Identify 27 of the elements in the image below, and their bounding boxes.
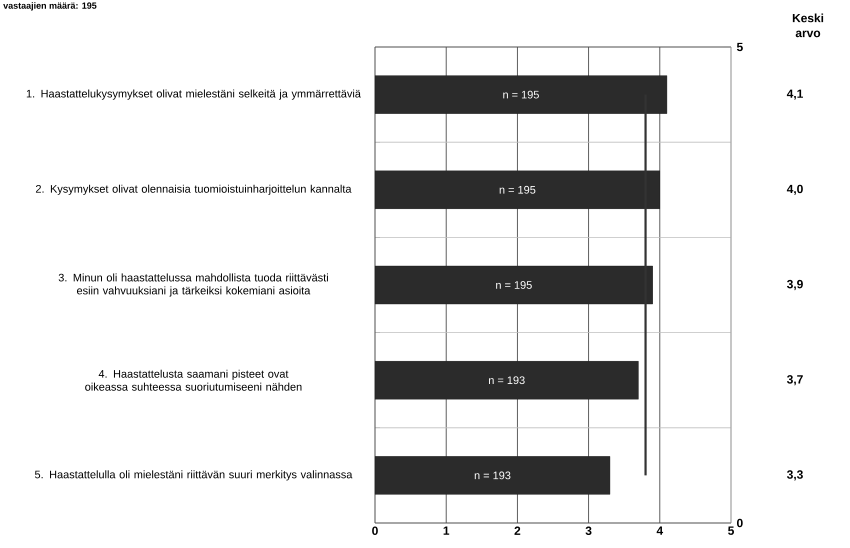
y2-tick-label: 0 <box>737 518 743 528</box>
annotation: n = 193 <box>489 376 525 384</box>
annotation: n = 193 <box>474 472 510 480</box>
x-tick-label: 3 <box>586 526 592 536</box>
data-label: 4,0 <box>786 184 803 195</box>
x-tick-label: 4 <box>656 526 664 535</box>
annotation: n = 195 <box>496 281 532 289</box>
y-tick-label: 2. Kysymykset olivat olennaisia tuomioistuinharjoittelun kannalta <box>36 184 352 195</box>
text: vastaajien määrä: 195 <box>3 2 96 11</box>
data-label: 3,3 <box>786 470 803 480</box>
annotation: n = 195 <box>500 186 536 194</box>
y-tick-label: 4. Haastattelusta saamani pisteet ovat oikeassa suhteessa suoriutumiseeni nähden <box>85 370 302 391</box>
data-label: 3,7 <box>786 375 803 386</box>
data-label: 4,1 <box>786 90 803 100</box>
x-tick-label: 0 <box>372 526 378 535</box>
x-tick-label: 2 <box>514 526 520 535</box>
x-tick-label: 1 <box>444 526 450 535</box>
y2-tick-label: 5 <box>736 42 743 52</box>
text: Keski arvo <box>792 14 824 38</box>
y-tick-label: 5. Haastattelulla oli mielestäni riittävän suuri merkitys valinnassa <box>34 470 352 481</box>
data-label: 3,9 <box>786 280 803 290</box>
bar <box>374 456 610 495</box>
bar <box>374 361 639 400</box>
y-tick-label: 1. Haastattelukysymykset olivat mielestäni selkeitä ja ymmärrettäviä <box>26 90 361 100</box>
x-tick-label: 5 <box>728 526 734 535</box>
y-tick-label: 3. Minun oli haastattelussa mahdollista tuoda riittävästi esiin vahvuuksiani ja tärkeiksi kokemiani asioita <box>58 273 328 297</box>
annotation: n = 195 <box>503 90 539 98</box>
